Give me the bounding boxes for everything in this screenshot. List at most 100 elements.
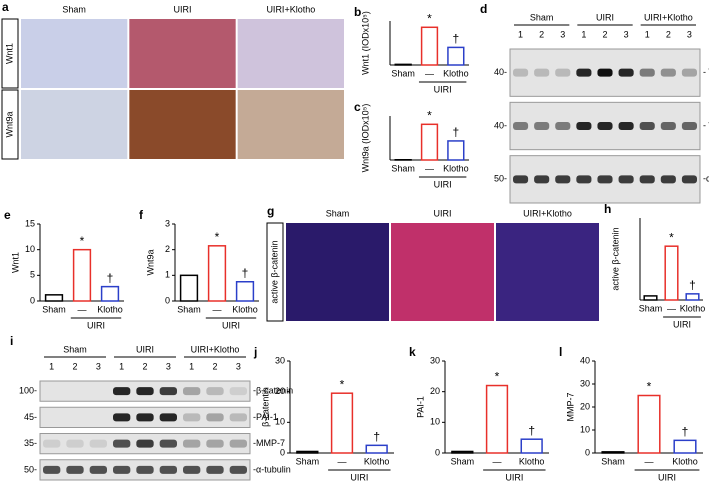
bar <box>72 248 92 302</box>
panel-letter: j <box>253 345 257 359</box>
bar <box>447 46 465 66</box>
row-label-box <box>266 222 284 322</box>
y-tick-label: 3 <box>165 218 170 228</box>
mw-marker: 100- <box>19 386 37 396</box>
lane-label: 3 <box>236 361 241 371</box>
panel-letter: i <box>10 334 13 348</box>
significance-mark: † <box>107 271 114 285</box>
band <box>159 439 177 448</box>
significance-mark: * <box>647 380 652 394</box>
significance-mark: † <box>689 278 696 292</box>
y-tick-label: 30 <box>275 355 285 365</box>
band <box>618 68 634 77</box>
y-tick-label: 0 <box>30 295 35 305</box>
y-tick-label: 20 <box>430 386 440 396</box>
lane-label: 2 <box>142 361 147 371</box>
band <box>229 465 247 474</box>
bar <box>100 285 120 302</box>
lane-label: 1 <box>581 29 586 39</box>
row-label-box <box>1 89 19 160</box>
bar <box>235 281 255 302</box>
x-tick-label: — <box>425 68 434 78</box>
bar <box>420 123 439 161</box>
band <box>183 413 201 422</box>
significance-mark: * <box>495 370 500 384</box>
band <box>89 465 107 474</box>
panel-letter: d <box>480 2 487 16</box>
micrograph <box>237 90 344 159</box>
mw-marker: 40- <box>494 67 507 77</box>
x-tick-label: Sham <box>391 68 415 78</box>
x-tick-label: — <box>667 303 676 313</box>
bar <box>451 450 474 454</box>
bar <box>673 439 697 454</box>
column-label: Sham <box>326 208 350 218</box>
row-label: active β-catenin <box>269 240 279 303</box>
bar <box>520 438 543 454</box>
y-axis-label: Wnt1 (IODx10⁵) <box>360 11 370 75</box>
significance-mark: † <box>373 430 380 444</box>
band <box>681 68 697 77</box>
band <box>113 439 131 448</box>
band <box>597 175 613 184</box>
significance-mark: * <box>427 11 432 25</box>
band <box>66 465 84 474</box>
x-tick-label: Sham <box>639 303 663 313</box>
band <box>513 122 529 130</box>
y-axis-label: MMP-7 <box>565 393 575 422</box>
x-tick-label: — <box>425 163 434 173</box>
y-tick-label: 40 <box>580 355 590 365</box>
y-tick-label: 10 <box>275 417 285 427</box>
y-tick-label: 20 <box>580 401 590 411</box>
y-tick-label: 5 <box>30 270 35 280</box>
band <box>660 175 676 184</box>
bar <box>643 295 658 301</box>
x-tick-label: Klotho <box>519 456 545 466</box>
bar <box>296 450 319 454</box>
band-label: -β-catenin <box>253 386 293 396</box>
band <box>136 439 154 448</box>
significance-mark: † <box>242 266 249 280</box>
y-axis-label: Wnt1 <box>10 252 20 273</box>
band <box>159 465 177 474</box>
band <box>681 175 697 184</box>
band <box>66 439 84 448</box>
bar <box>664 245 679 301</box>
band <box>660 68 676 77</box>
y-axis-label: PAI-1 <box>415 396 425 418</box>
mw-marker: 50- <box>24 464 37 474</box>
y-tick-label: 10 <box>430 417 440 427</box>
lane-label: 1 <box>49 361 54 371</box>
column-label: UIRI <box>434 208 452 218</box>
band <box>555 68 571 77</box>
band <box>113 387 131 396</box>
band <box>206 465 224 474</box>
y-tick-label: 10 <box>580 424 590 434</box>
bar <box>207 245 227 302</box>
lane-label: 2 <box>666 29 671 39</box>
band <box>113 465 131 474</box>
band <box>681 122 697 130</box>
band <box>159 413 177 422</box>
band <box>89 439 107 448</box>
bar <box>420 26 439 66</box>
band <box>660 122 676 130</box>
band-label: -α-tubulin <box>253 464 291 474</box>
panel-letter: l <box>559 345 562 359</box>
band <box>618 122 634 130</box>
band <box>639 122 655 130</box>
x-tick-label: Klotho <box>97 304 123 314</box>
y-tick-label: 30 <box>430 355 440 365</box>
x-tick-label: Klotho <box>232 304 258 314</box>
panel-letter: c <box>354 100 361 114</box>
bar <box>485 384 509 454</box>
group-label: UIRI <box>350 472 368 482</box>
significance-mark: † <box>528 423 535 437</box>
lane-label: 3 <box>560 29 565 39</box>
band <box>229 387 247 396</box>
band <box>136 387 154 396</box>
band-label: -MMP-7 <box>253 438 285 448</box>
group-label: UIRI+Klotho <box>644 12 693 22</box>
band <box>555 175 571 184</box>
x-tick-label: — <box>78 304 87 314</box>
